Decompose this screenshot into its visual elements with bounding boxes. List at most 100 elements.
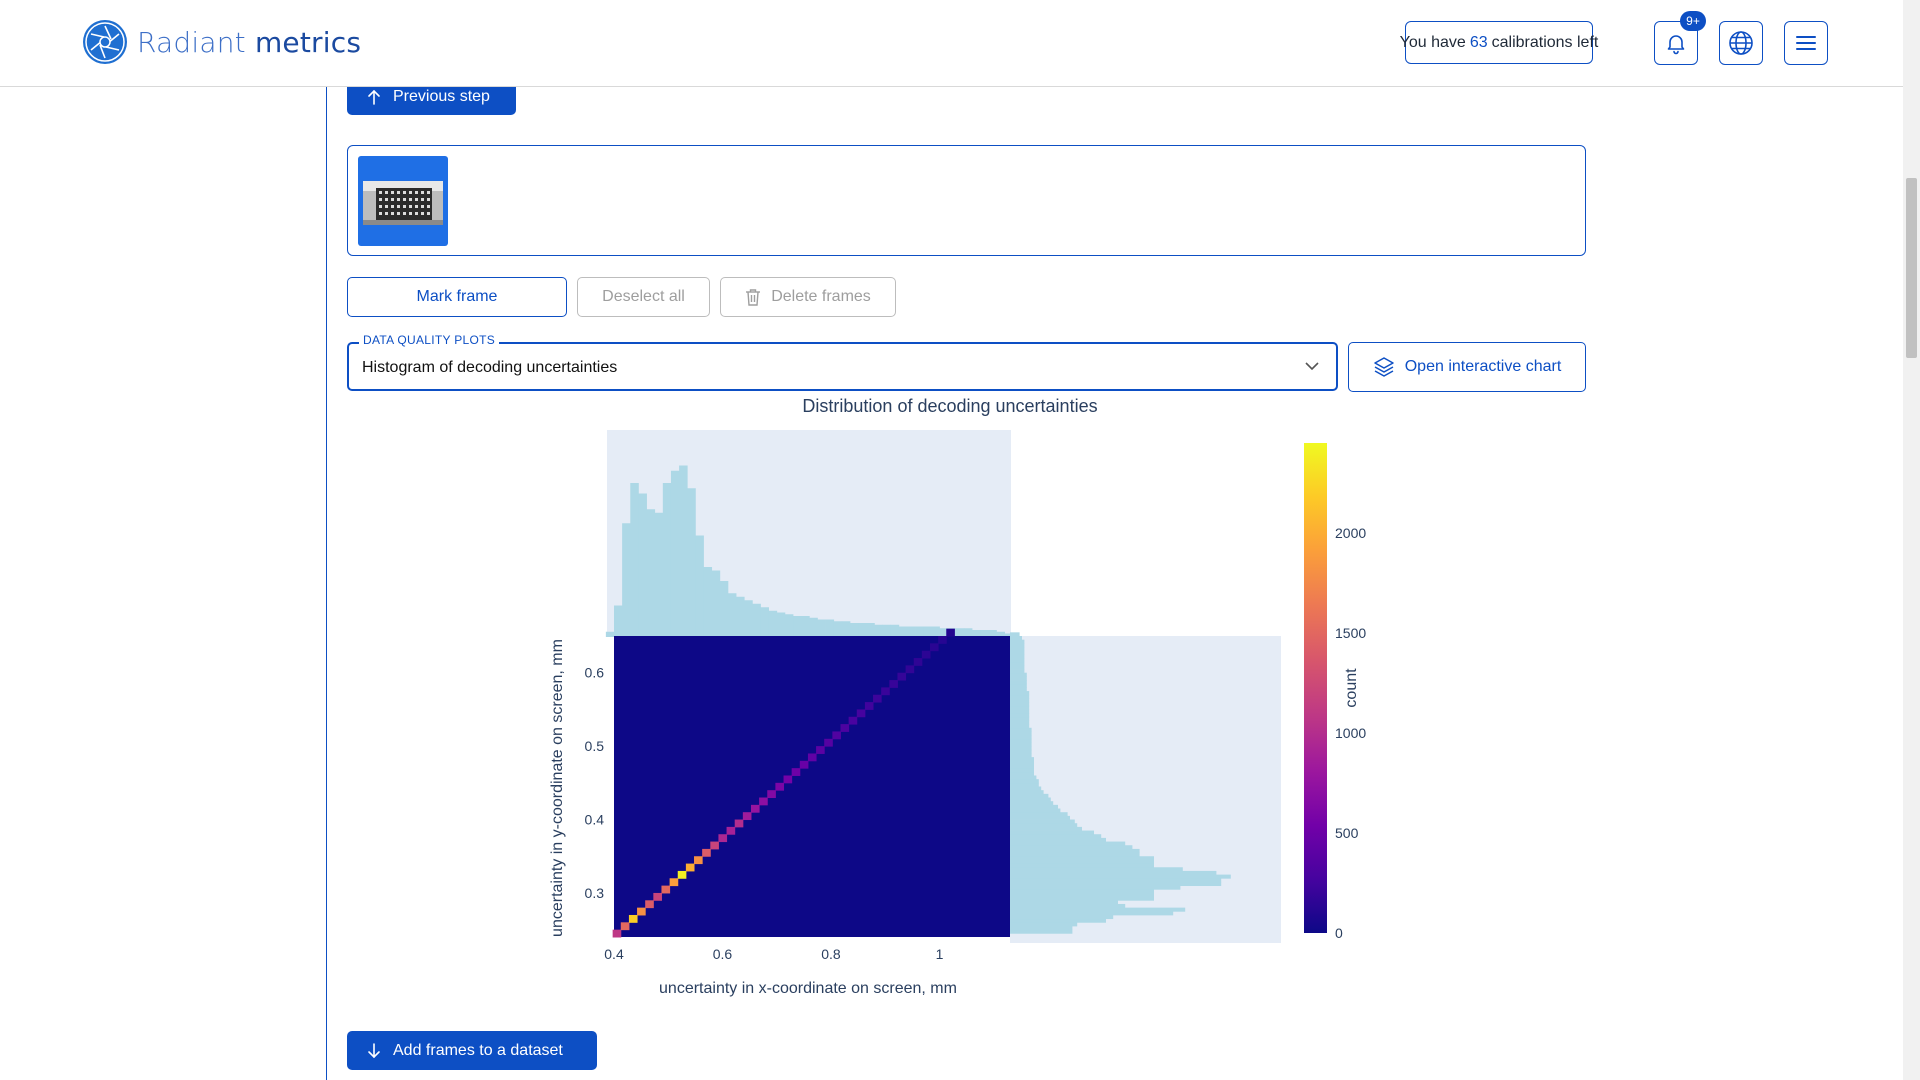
- colorbar-title: count: [1343, 668, 1360, 708]
- right-histogram-bar: [1010, 801, 1054, 806]
- top-histogram-bar: [809, 617, 818, 637]
- y-tick-label: 0.6: [585, 665, 605, 681]
- right-histogram-bar: [1010, 658, 1025, 663]
- top-histogram-bar: [963, 628, 973, 637]
- top-histogram-bar: [980, 630, 989, 637]
- select-legend: DATA QUALITY PLOTS: [359, 333, 500, 347]
- right-histogram-bar: [1010, 848, 1140, 853]
- notification-badge: 9+: [1680, 11, 1706, 31]
- right-histogram-bar: [1010, 742, 1032, 747]
- right-histogram-bar: [1010, 885, 1181, 890]
- top-histogram-bar: [874, 624, 883, 637]
- heatmap-cell: [767, 790, 776, 799]
- right-histogram-bar: [1010, 812, 1068, 817]
- top-histogram-bar: [638, 493, 647, 637]
- heatmap-cell: [832, 731, 841, 740]
- heatmap-cell: [661, 885, 671, 894]
- add-frames-to-dataset-button[interactable]: Add frames to a dataset: [347, 1031, 597, 1070]
- right-histogram-bar: [1010, 797, 1051, 802]
- top-histogram-bar: [817, 619, 826, 637]
- colorbar-tick-label: 2000: [1335, 525, 1366, 541]
- top-histogram-bar: [679, 465, 688, 637]
- top-histogram-bar: [752, 603, 761, 637]
- right-histogram-bar: [1010, 735, 1032, 740]
- heatmap-cell: [742, 812, 752, 821]
- right-histogram-bar: [1010, 683, 1027, 688]
- heatmap-cell: [929, 643, 939, 652]
- right-histogram-bar: [1010, 691, 1030, 696]
- right-histogram-bar: [1010, 687, 1027, 692]
- top-histogram-bar: [768, 610, 778, 637]
- top-histogram-bar: [727, 593, 737, 637]
- frame-thumbnail[interactable]: [358, 156, 448, 246]
- right-histogram-bar: [1010, 636, 1022, 641]
- right-histogram-bar: [1010, 907, 1186, 912]
- right-histogram-bar: [1010, 746, 1032, 751]
- colorbar-tick-label: 500: [1335, 825, 1359, 841]
- top-histogram-bar: [646, 509, 656, 637]
- right-histogram-bar: [1010, 863, 1154, 868]
- step-timeline-line: [326, 86, 327, 1080]
- right-histogram-bar: [1010, 911, 1174, 916]
- logo[interactable]: Radiant metrics: [82, 19, 361, 65]
- frames-panel: [347, 145, 1586, 256]
- data-quality-plots-select[interactable]: DATA QUALITY PLOTS Histogram of decoding…: [347, 333, 1338, 391]
- top-histogram-bar: [793, 616, 802, 637]
- top-histogram-bar: [736, 596, 745, 637]
- scrollbar[interactable]: [1903, 0, 1920, 1080]
- heatmap-cell: [816, 746, 825, 754]
- right-histogram-bar: [1010, 669, 1025, 674]
- right-histogram-bar: [1010, 665, 1025, 670]
- y-tick-label: 0.5: [585, 738, 605, 754]
- heatmap-cell: [897, 672, 907, 681]
- y-axis-label: uncertainty in y-coordinate on screen, m…: [549, 639, 566, 937]
- delete-frames-button[interactable]: Delete frames: [720, 277, 896, 317]
- right-histogram-bar: [1010, 757, 1034, 762]
- right-histogram-bar: [1010, 771, 1034, 776]
- x-axis-label: uncertainty in x-coordinate on screen, m…: [659, 980, 957, 997]
- right-histogram-bar: [1010, 852, 1140, 857]
- main-menu-button[interactable]: [1784, 21, 1828, 65]
- top-histogram-bar: [996, 631, 1005, 637]
- scrollbar-thumb[interactable]: [1906, 178, 1917, 358]
- heatmap-cell: [791, 768, 801, 776]
- right-histogram-bar: [1010, 830, 1094, 835]
- heatmap-cell: [856, 709, 866, 718]
- chevron-down-icon: [1305, 362, 1319, 371]
- right-histogram-bar: [1010, 720, 1030, 725]
- right-histogram-bar: [1010, 823, 1078, 828]
- right-histogram-bar: [1010, 661, 1025, 666]
- heatmap-cell: [864, 702, 874, 710]
- y-tick-label: 0.4: [585, 812, 605, 828]
- heatmap-cell: [653, 892, 662, 901]
- language-button[interactable]: [1719, 21, 1763, 65]
- x-tick-label: 0.6: [713, 946, 733, 962]
- mark-frame-button[interactable]: Mark frame: [347, 277, 567, 317]
- open-interactive-chart-button[interactable]: Open interactive chart: [1348, 342, 1586, 392]
- top-histogram-bar: [662, 483, 672, 637]
- top-histogram-bar: [614, 605, 623, 637]
- x-tick-label: 0.4: [604, 946, 624, 962]
- heatmap-cell: [612, 929, 622, 938]
- right-histogram-bar: [1010, 713, 1030, 718]
- top-histogram-bar: [858, 623, 867, 637]
- heatmap-cell: [905, 665, 915, 674]
- heatmap-background: [614, 636, 1010, 937]
- deselect-all-button[interactable]: Deselect all: [577, 277, 710, 317]
- right-histogram-bar: [1010, 632, 1020, 637]
- right-histogram-bar: [1010, 929, 1073, 934]
- heatmap-cell: [913, 658, 923, 666]
- right-histogram-bar: [1010, 753, 1032, 758]
- heatmap-cell: [710, 841, 719, 850]
- select-value: Histogram of decoding uncertainties: [362, 359, 618, 376]
- heatmap-cell: [669, 878, 679, 887]
- right-histogram-bar: [1010, 647, 1025, 652]
- top-histogram-bar: [882, 624, 892, 637]
- top-histogram-bar: [906, 626, 916, 637]
- right-histogram-bar: [1010, 867, 1183, 872]
- right-histogram-bar: [1010, 889, 1154, 894]
- heatmap-cell: [677, 870, 687, 879]
- right-histogram-bar: [1010, 676, 1027, 681]
- top-histogram-bar: [695, 535, 704, 637]
- right-histogram-bar: [1010, 922, 1078, 927]
